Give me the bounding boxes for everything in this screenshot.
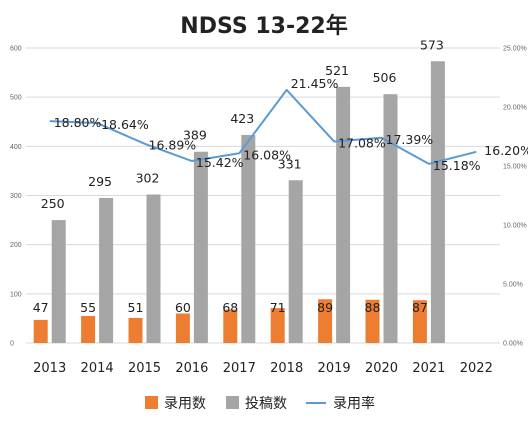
legend-label-submitted: 投稿数 [245,396,287,412]
left-tick-label: 600 [10,46,22,53]
category-label: 2013 [33,361,66,376]
category-label: 2021 [412,361,445,376]
bars-layer [33,61,445,344]
data-label-rate: 15.18% [433,158,481,173]
bar-submitted [430,61,445,344]
bar-submitted [193,151,208,343]
data-label-rate: 18.80% [54,115,102,130]
data-label-submitted: 423 [230,111,254,126]
left-tick-label: 0 [10,341,14,348]
legend-swatch-submitted [226,396,239,409]
data-label-submitted: 250 [41,196,65,211]
data-label-accepted: 60 [175,300,191,315]
legend-swatch-accepted [145,396,158,409]
data-label-accepted: 47 [33,300,49,315]
data-label-accepted: 88 [365,300,381,315]
legend: 录用数 投稿数 录用率 [145,395,375,412]
data-label-accepted: 87 [412,300,428,315]
legend-label-rate: 录用率 [333,395,375,412]
bar-accepted [175,313,190,343]
bar-accepted [33,319,48,343]
category-label: 2014 [81,361,114,376]
data-label-accepted: 55 [80,300,96,315]
bar-accepted [223,309,238,343]
bar-submitted [288,180,303,343]
bar-accepted [81,315,96,343]
bar-submitted [51,220,66,343]
bar-submitted [241,135,256,343]
right-tick-label: 15.00% [503,164,527,171]
data-label-rate: 15.42% [196,155,244,170]
data-label-submitted: 295 [88,174,112,189]
bar-accepted [365,299,380,343]
category-axis: 2013 2014 2015 2016 2017 2018 2019 2020 2021 2022 [33,361,493,376]
category-label: 2016 [175,361,208,376]
legend-label-accepted: 录用数 [164,396,206,412]
category-label: 2019 [318,361,351,376]
category-label: 2017 [223,361,256,376]
line-layer [49,88,477,165]
data-label-accepted: 68 [222,300,238,315]
bar-accepted [270,308,285,343]
data-label-submitted: 521 [325,63,349,78]
right-tick-label: 25.00% [503,46,527,53]
rate-line [49,88,477,165]
left-tick-label: 300 [10,193,22,200]
bar-submitted [383,94,398,343]
right-tick-label: 5.00% [503,282,523,289]
bar-submitted [336,86,351,343]
category-label: 2018 [270,361,303,376]
data-label-accepted: 71 [270,300,286,315]
category-label: 2015 [128,361,161,376]
bar-accepted [412,300,427,343]
data-label-accepted: 89 [317,300,333,315]
data-label-submitted: 331 [278,156,302,171]
chart-title: NDSS 13-22年 [180,13,347,39]
data-label-rate: 21.45% [291,76,339,91]
data-label-submitted: 302 [136,171,160,186]
left-tick-label: 400 [10,144,22,151]
data-label-rate: 17.39% [386,132,434,147]
bar-accepted [318,299,333,343]
data-label-rate: 17.08% [338,135,386,150]
category-label: 2020 [365,361,398,376]
data-label-submitted: 573 [420,37,444,52]
data-label-submitted: 389 [183,128,207,143]
left-axis: 0 100 200 300 400 500 600 [10,46,22,348]
data-label-rate: 16.08% [243,147,291,162]
data-label-rate: 18.64% [101,117,149,132]
left-tick-label: 100 [10,291,22,298]
right-tick-label: 0.00% [503,341,523,348]
right-axis: 0.00% 5.00% 10.00% 15.00% 20.00% 25.00% [503,46,527,348]
grid-layer [26,47,500,344]
bar-accepted [128,317,143,343]
left-tick-label: 200 [10,242,22,249]
data-label-submitted: 506 [373,70,397,85]
bar-submitted [99,197,114,343]
category-label: 2022 [460,361,493,376]
right-tick-label: 10.00% [503,223,527,230]
bar-submitted [146,194,161,343]
data-label-rate: 16.20% [484,143,528,158]
right-tick-label: 20.00% [503,105,527,112]
data-label-accepted: 51 [128,300,144,315]
left-tick-label: 500 [10,95,22,102]
labels-layer: 47 250 55 295 51 302 60 389 68 423 71 331 89 521 88 506… [33,37,528,315]
data-label-rate: 16.89% [149,138,197,153]
